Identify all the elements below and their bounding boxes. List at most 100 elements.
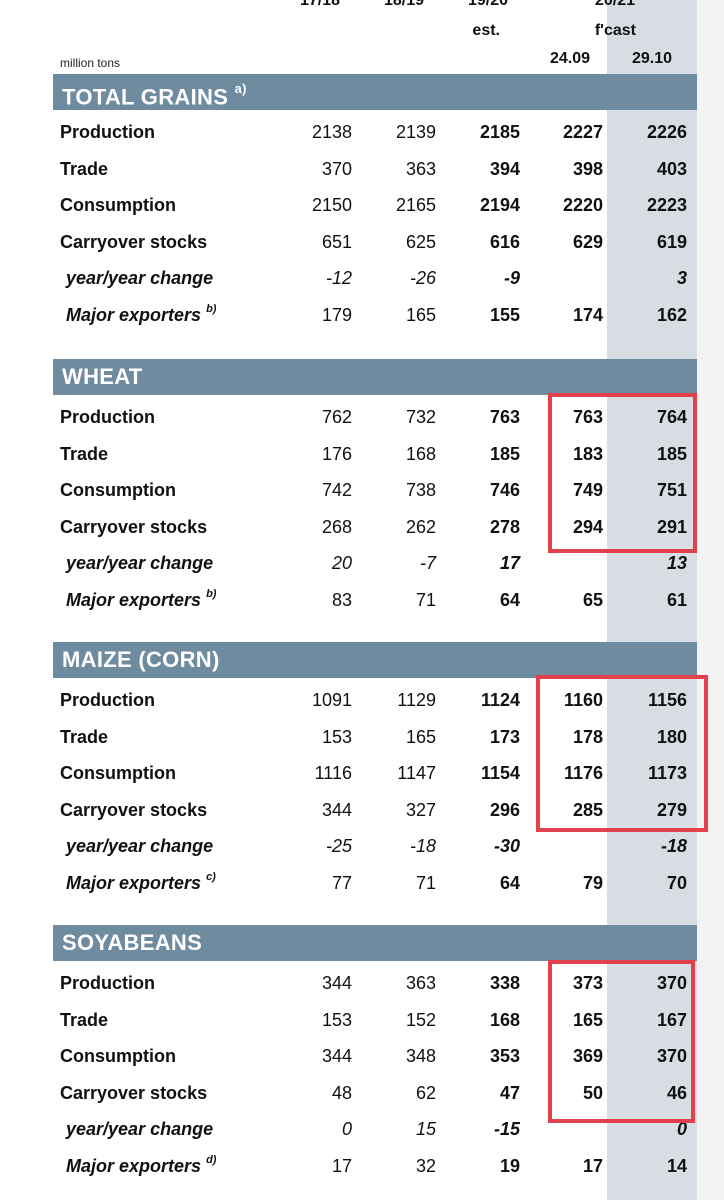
value-cell: 61 [666,590,687,610]
value-cell: 70 [666,873,687,893]
value-cell: 185 [489,443,520,464]
row-label-text: Carryover stocks [60,516,208,537]
row-label-text: Carryover stocks [60,231,208,252]
row-label: Production [60,122,155,143]
section-title: SOYABEANS [62,930,203,955]
value-cell: 2194 [479,195,520,216]
row-label: Trade [60,727,108,748]
table-row-major-exporters: Major exporters b) 179 165 155 174 162 [0,297,724,333]
table-row-year-change: year/year change 0 15 -15 0 [0,1111,724,1147]
forecast-label: f'cast [594,22,636,39]
row-label: Major exporters b) [66,588,216,611]
value-cell: 1091 [311,690,352,710]
value-cell: 738 [405,480,436,501]
value-cell: -7 [419,553,436,574]
section-header-wheat: WHEAT [53,359,697,395]
value-cell: 327 [405,799,436,820]
value-cell: 14 [666,1156,687,1176]
value-cell: 162 [656,305,687,325]
table-row-major-exporters: Major exporters b) 83 71 64 65 61 [0,582,724,618]
table-row-consumption: Consumption 742 738 746 749 751 [0,472,724,508]
value-cell: 344 [321,973,352,993]
row-label-text: Carryover stocks [60,799,208,820]
value-cell: -26 [409,268,436,289]
value-cell: 369 [572,1046,603,1067]
value-cell: 370 [321,158,352,179]
value-cell: -18 [409,836,436,857]
value-cell: 394 [489,158,520,179]
row-label-text: Production [60,973,155,993]
value-cell: 2226 [646,122,687,142]
value-cell: 373 [572,973,603,993]
value-cell: 64 [499,873,520,893]
estimate-label: est. [472,22,500,39]
row-label-text: Production [60,690,155,710]
row-label-text: Consumption [60,195,176,216]
value-cell: 168 [489,1009,520,1030]
forecast-column-shade [607,0,697,1200]
value-cell: 1129 [397,690,436,710]
value-cell: 46 [666,1082,687,1103]
value-cell: 2138 [311,122,352,142]
row-label-text: Consumption [60,1046,176,1067]
value-cell: 165 [405,305,436,325]
row-label-text: year/year change [66,553,214,574]
table-row-carryover-stocks: Carryover stocks 48 62 47 50 46 [0,1075,724,1111]
row-label-text: Trade [60,158,109,179]
table-row-year-change: year/year change -25 -18 -30 -18 [0,828,724,864]
value-cell: 17 [331,1156,352,1176]
row-label: Production [60,973,155,994]
row-label-text: year/year change [66,836,214,857]
value-cell: 20 [331,553,352,574]
section-header-maize: MAIZE (CORN) [53,642,697,678]
value-cell: 278 [489,516,520,537]
value-cell: 152 [405,1009,436,1030]
soyabeans-highlight-box [548,960,695,1123]
value-cell: 2220 [562,195,603,216]
row-label: Carryover stocks [60,232,207,253]
value-cell: 79 [582,873,603,893]
table-row-carryover-stocks: Carryover stocks 651 625 616 629 619 [0,224,724,260]
value-cell: 180 [656,726,687,747]
value-cell: 651 [321,231,352,252]
value-cell: 48 [331,1082,352,1103]
value-cell: 751 [656,480,687,501]
value-cell: 1147 [397,763,436,784]
section-title: TOTAL GRAINS [62,84,229,110]
row-label-text: Trade [60,1009,109,1030]
table-row-carryover-stocks: Carryover stocks 268 262 278 294 291 [0,509,724,545]
row-label-text: Major exporters [66,305,202,325]
value-cell: 174 [572,305,603,325]
value-cell: 1156 [647,690,687,710]
row-label: Trade [60,444,108,465]
table-row-trade: Trade 370 363 394 398 403 [0,151,724,187]
value-cell: 2185 [479,122,520,142]
row-label-text: Trade [60,726,109,747]
row-label: Major exporters c) [66,871,216,894]
year-header-20-21: 20/21 [594,0,635,9]
row-label: Major exporters d) [66,1154,217,1177]
value-cell: 179 [321,305,352,325]
value-cell: 296 [489,799,520,820]
value-cell: 732 [405,407,436,427]
value-cell: 65 [582,590,603,610]
value-cell: 71 [415,873,436,893]
table-row-consumption: Consumption 344 348 353 369 370 [0,1038,724,1074]
value-cell: -30 [493,836,520,857]
row-label: year/year change [66,268,213,289]
row-label: Production [60,690,155,711]
value-cell: 294 [572,516,603,537]
section-title: WHEAT [62,364,143,389]
row-footnote-marker: d) [206,1154,217,1166]
value-cell: 762 [321,407,352,427]
value-cell: 629 [572,231,603,252]
table-row-trade: Trade 176 168 185 183 185 [0,436,724,472]
row-label-text: year/year change [66,1119,214,1140]
row-label-text: year/year change [66,268,214,289]
value-cell: 403 [656,158,687,179]
table-row-major-exporters: Major exporters d) 17 32 19 17 14 [0,1148,724,1184]
table-row-trade: Trade 153 165 173 178 180 [0,719,724,755]
table-row-year-change: year/year change 20 -7 17 13 [0,545,724,581]
value-cell: 268 [321,516,352,537]
table-row-major-exporters: Major exporters c) 77 71 64 79 70 [0,865,724,901]
